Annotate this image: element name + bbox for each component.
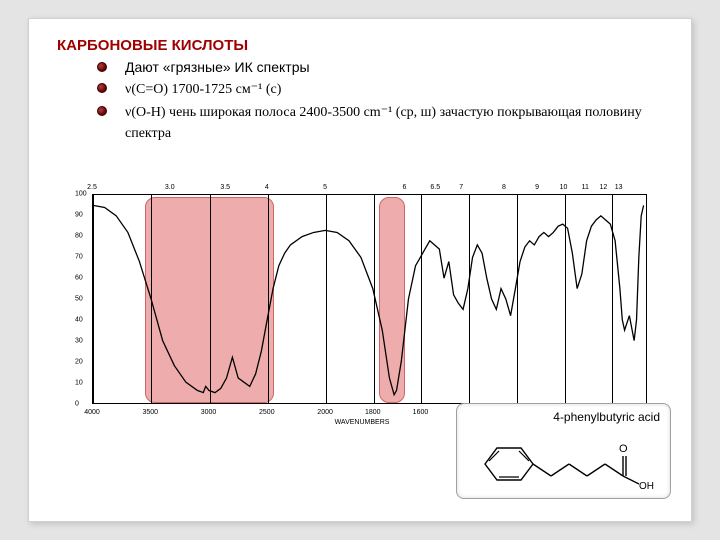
x-tick-label: 4000 <box>84 409 100 416</box>
x-tick-label: 2000 <box>317 409 333 416</box>
x-tick-label: 3500 <box>142 409 158 416</box>
top-tick-label: 2.5 <box>87 184 97 191</box>
y-tick-label: 90 <box>75 212 83 219</box>
compound-name: 4-phenylbutyric acid <box>467 410 660 424</box>
top-tick-label: 11 <box>582 184 589 191</box>
bullet-icon <box>97 83 107 93</box>
top-tick-label: 8 <box>502 184 506 191</box>
top-tick-label: 3.0 <box>165 184 175 191</box>
bullet-item: ν(C=O) 1700-1725 см⁻¹ (с) <box>97 79 663 100</box>
y-tick-label: 50 <box>75 296 83 303</box>
bullet-text: Дают «грязные» ИК спектры <box>125 58 663 77</box>
svg-text:OH: OH <box>639 481 654 492</box>
x-tick-label: 1800 <box>365 409 381 416</box>
vgrid <box>517 195 518 403</box>
bullet-icon <box>97 62 107 72</box>
vgrid <box>612 195 613 403</box>
top-tick-label: 6.5 <box>430 184 440 191</box>
y-tick-label: 40 <box>75 317 83 324</box>
y-tick-label: 0 <box>75 401 79 408</box>
top-tick-label: 10 <box>560 184 568 191</box>
y-tick-label: 80 <box>75 233 83 240</box>
vgrid <box>565 195 566 403</box>
top-tick-label: 12 <box>599 184 607 191</box>
x-tick-label: 1600 <box>413 409 429 416</box>
bullet-text: ν(O-H) чень широкая полоса 2400-3500 cm⁻… <box>125 102 663 144</box>
y-tick-label: 60 <box>75 275 83 282</box>
compound-structure: O OH <box>467 426 662 492</box>
x-tick-label: 2500 <box>259 409 275 416</box>
top-tick-label: 13 <box>615 184 623 191</box>
svg-text:O: O <box>619 443 628 455</box>
bullet-text: ν(C=O) 1700-1725 см⁻¹ (с) <box>125 79 663 100</box>
x-tick-label: 3000 <box>201 409 217 416</box>
ir-spectrum-chart: %TRANSMITTANCE WAVENUMBERS 0102030405060… <box>57 184 667 434</box>
top-tick-label: 4 <box>265 184 269 191</box>
vgrid <box>326 195 327 403</box>
bullet-item: ν(O-H) чень широкая полоса 2400-3500 cm⁻… <box>97 102 663 144</box>
x-axis-title: WAVENUMBERS <box>335 419 390 426</box>
y-tick-label: 100 <box>75 191 87 198</box>
y-tick-label: 10 <box>75 380 83 387</box>
spectrum-line <box>93 195 646 403</box>
vgrid <box>469 195 470 403</box>
bullet-icon <box>97 106 107 116</box>
top-tick-label: 7 <box>459 184 463 191</box>
y-tick-label: 20 <box>75 359 83 366</box>
vgrid <box>93 195 94 403</box>
compound-box: 4-phenylbutyric acid O OH <box>456 403 671 499</box>
section-title: КАРБОНОВЫЕ КИСЛОТЫ <box>57 37 663 54</box>
top-tick-label: 6 <box>403 184 407 191</box>
vgrid <box>374 195 375 403</box>
y-tick-label: 70 <box>75 254 83 261</box>
vgrid <box>421 195 422 403</box>
chart-plot-area <box>92 194 647 404</box>
top-tick-label: 3.5 <box>220 184 230 191</box>
vgrid <box>268 195 269 403</box>
bullet-list: Дают «грязные» ИК спектры ν(C=O) 1700-17… <box>97 58 663 144</box>
top-tick-label: 9 <box>535 184 539 191</box>
vgrid <box>210 195 211 403</box>
top-tick-label: 5 <box>323 184 327 191</box>
vgrid <box>151 195 152 403</box>
y-tick-label: 30 <box>75 338 83 345</box>
slide: КАРБОНОВЫЕ КИСЛОТЫ Дают «грязные» ИК спе… <box>28 18 692 522</box>
bullet-item: Дают «грязные» ИК спектры <box>97 58 663 77</box>
